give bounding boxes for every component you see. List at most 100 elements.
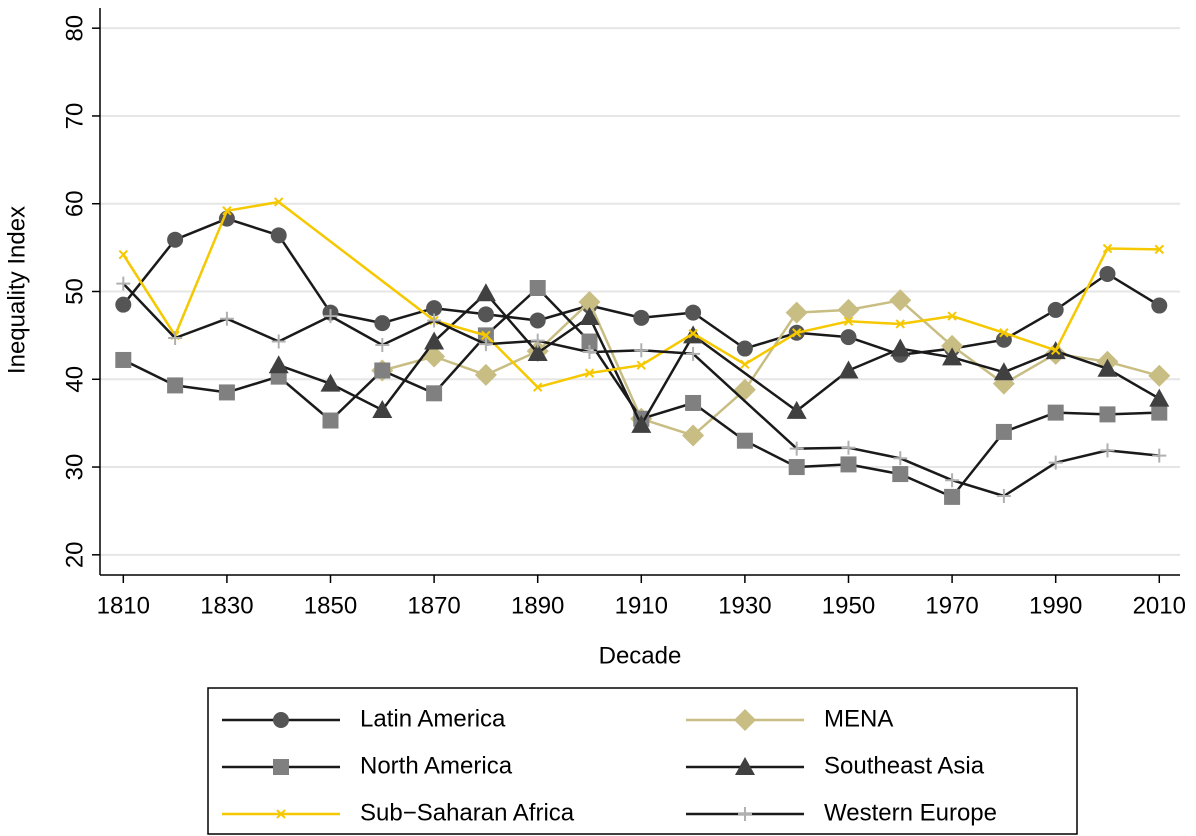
marker [1047,404,1064,421]
marker [273,759,289,775]
marker [841,440,856,455]
x-tick-label: 1810 [97,592,150,619]
marker [789,441,804,456]
marker [1099,406,1116,423]
marker [168,331,183,346]
y-axis-title: Inequality Index [3,206,30,374]
marker [996,489,1011,504]
legend-label: North America [360,752,513,779]
marker [276,809,286,819]
legend [207,687,1078,835]
marker [1102,243,1113,254]
marker [424,331,445,350]
x-tick-label: 1890 [511,592,564,619]
x-tick-label: 1870 [407,592,460,619]
marker [374,315,391,332]
marker [218,384,235,401]
marker [477,306,494,323]
marker [167,231,184,248]
x-tick-label: 1830 [200,592,253,619]
marker [426,300,443,317]
marker [889,289,912,312]
marker [1100,443,1115,458]
marker [843,316,854,327]
y-tick-label: 30 [61,454,88,481]
marker [578,291,601,314]
marker [890,338,911,357]
marker [895,319,905,329]
marker [478,337,493,352]
x-axis-title: Decade [599,642,682,669]
marker [271,334,286,349]
marker [529,279,546,296]
marker [115,351,132,368]
marker [116,276,131,291]
marker [736,432,753,449]
marker [1154,244,1164,255]
marker [219,311,234,326]
marker [734,709,756,731]
marker [115,296,132,313]
legend-label: MENA [824,705,893,732]
series-line [122,282,1160,498]
marker [167,377,184,394]
x-tick-label: 1990 [1029,592,1082,619]
marker [686,346,701,361]
marker [995,423,1012,440]
marker [375,338,390,353]
marker [427,313,442,328]
marker [529,312,546,329]
marker [268,355,289,374]
marker [475,283,496,302]
marker [892,466,909,483]
marker [222,206,232,216]
legend-label: Western Europe [824,799,997,826]
marker [1152,448,1167,463]
x-tick-label: 1910 [615,592,668,619]
marker [942,347,963,366]
marker [688,328,698,339]
marker [840,456,857,473]
marker [273,712,289,728]
marker [633,309,650,326]
plot-area [115,197,1171,505]
marker [118,249,129,260]
y-tick-label: 60 [61,190,88,217]
marker [372,399,393,418]
marker [944,488,961,505]
marker [740,359,750,370]
marker [636,360,647,370]
marker [631,414,652,433]
marker [788,459,805,476]
marker [1099,265,1116,282]
y-tick-label: 40 [61,366,88,393]
marker [423,345,446,368]
x-tick-label: 1930 [718,592,771,619]
marker [532,382,543,392]
marker [735,757,755,775]
marker [1149,388,1170,407]
marker [527,342,548,361]
marker [1097,358,1118,377]
legend-item: Southeast Asia [686,752,985,779]
marker [322,412,339,429]
legend-items: Latin America MENA North America Southeast … [222,705,997,826]
legend-item: Latin America [222,705,506,732]
marker [582,345,597,360]
marker [791,328,802,338]
marker [579,306,600,325]
marker [1151,404,1168,421]
x-tick-label: 1850 [304,592,357,619]
marker [1151,297,1168,314]
marker [323,309,338,324]
marker [273,197,284,207]
marker [785,301,808,324]
legend-item: North America [222,752,513,779]
x-tick-label: 1950 [822,592,875,619]
legend-item: MENA [686,705,893,732]
legend-label: Latin America [360,705,506,732]
marker [426,385,443,402]
marker [999,328,1009,338]
marker [941,334,964,357]
